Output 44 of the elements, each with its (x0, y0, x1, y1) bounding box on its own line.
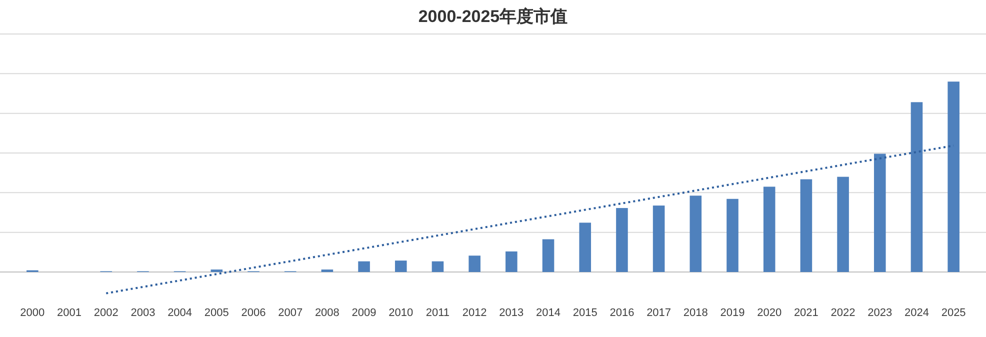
x-tick-label: 2008 (314, 307, 340, 319)
bar (948, 82, 960, 272)
x-tick-label: 2009 (352, 307, 376, 319)
bar (542, 239, 554, 272)
x-tick-label: 2019 (720, 307, 745, 319)
bar (616, 208, 628, 272)
x-tick-label: 2004 (168, 307, 192, 319)
bar (726, 198, 738, 272)
x-tick-label: 2023 (868, 307, 892, 319)
x-tick-label: 2025 (941, 307, 966, 319)
bar (394, 260, 407, 272)
x-tick-label: 2011 (426, 307, 450, 319)
bar (763, 186, 776, 272)
bar (432, 261, 444, 272)
x-tick-label: 2000 (20, 307, 45, 319)
bar (506, 251, 518, 272)
bar (690, 196, 702, 272)
x-tick-label: 2020 (757, 307, 782, 319)
x-tick-label: 2017 (646, 307, 672, 319)
bar (837, 176, 849, 272)
bar (800, 179, 812, 272)
bar (874, 154, 886, 272)
x-tick-label: 2012 (462, 307, 487, 319)
x-tick-label: 2021 (794, 307, 818, 319)
x-tick-label: 2007 (278, 307, 303, 319)
chart-title: 2000-2025年度市值 (418, 7, 568, 26)
x-tick-label: 2003 (130, 307, 156, 319)
x-tick-label: 2022 (830, 307, 856, 319)
bar (579, 222, 592, 272)
x-tick-label: 2018 (683, 307, 708, 319)
x-tick-label: 2001 (57, 307, 82, 319)
x-tick-label: 2005 (204, 307, 229, 319)
x-tick-label: 2010 (388, 307, 414, 319)
bar (652, 206, 665, 272)
x-tick-label: 2015 (572, 307, 598, 319)
bar (358, 261, 370, 272)
x-tick-label: 2024 (904, 307, 929, 319)
x-tick-label: 2006 (241, 307, 266, 319)
x-tick-label: 2016 (610, 307, 634, 319)
x-tick-label: 2002 (94, 307, 118, 319)
x-tick-label: 2014 (536, 307, 561, 319)
bar (468, 256, 480, 272)
x-tick-label: 2013 (499, 307, 524, 319)
bar (910, 102, 923, 272)
